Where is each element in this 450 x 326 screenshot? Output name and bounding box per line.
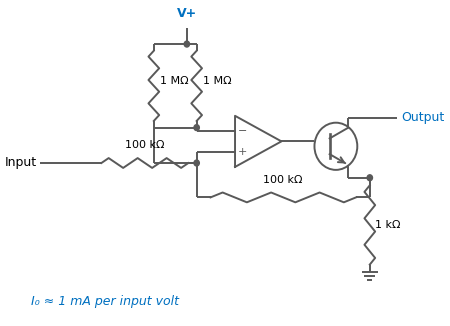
Text: Input: Input [5, 156, 37, 170]
Circle shape [184, 41, 189, 47]
Circle shape [194, 160, 199, 166]
Text: +: + [238, 147, 247, 157]
Text: 100 kΩ: 100 kΩ [264, 175, 303, 185]
Circle shape [367, 175, 373, 181]
Circle shape [194, 125, 199, 130]
Text: −: − [238, 126, 247, 136]
Text: 1 kΩ: 1 kΩ [375, 220, 401, 230]
Text: 100 kΩ: 100 kΩ [125, 140, 165, 150]
Text: V+: V+ [177, 7, 197, 21]
Text: Output: Output [401, 111, 444, 124]
Text: I₀ ≈ 1 mA per input volt: I₀ ≈ 1 mA per input volt [31, 295, 179, 308]
Text: 1 MΩ: 1 MΩ [203, 76, 232, 86]
Text: 1 MΩ: 1 MΩ [160, 76, 189, 86]
